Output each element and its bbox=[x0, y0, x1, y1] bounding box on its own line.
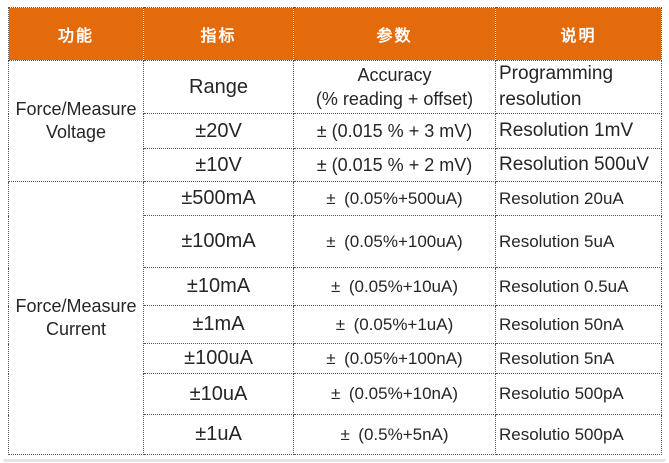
cell-param: ± (0.5%+5nA) bbox=[293, 414, 496, 455]
cell-range-header: Range bbox=[143, 60, 294, 114]
table-row: Force/Measure Voltage Range Accuracy (% … bbox=[8, 60, 662, 182]
cell-param: ± (0.015 % + 2 mV) bbox=[293, 148, 496, 182]
cell-desc: Resolution 50nA bbox=[495, 305, 662, 344]
table-row: ±10mA ± (0.05%+10uA) Resolution 0.5uA bbox=[9, 267, 662, 306]
header-cell-spec: 指标 bbox=[143, 7, 294, 61]
cell-accuracy-header: Accuracy (% reading + offset) bbox=[293, 60, 496, 114]
cell-spec: ±20V bbox=[143, 113, 294, 149]
cell-param: ± (0.05%+100nA) bbox=[293, 343, 496, 374]
header-cell-parameter: 参数 bbox=[293, 7, 496, 61]
cell-spec: ±1uA bbox=[143, 414, 294, 455]
cell-programming-resolution: Programming resolution bbox=[495, 60, 662, 114]
cell-spec: ±10mA bbox=[143, 267, 294, 306]
cell-spec: ±10V bbox=[143, 148, 294, 182]
table-header-row: 功能 指标 参数 说明 bbox=[8, 7, 662, 61]
table-row: ±10uA ± (0.05%+10nA) Resolutio 500pA bbox=[9, 373, 662, 415]
param-line: Accuracy bbox=[357, 65, 432, 85]
table-row: ±20V ± (0.015 % + 3 mV) Resolution 1mV bbox=[9, 113, 662, 149]
cell-spec: ±100mA bbox=[143, 215, 294, 268]
spec-table: 功能 指标 参数 说明 Force/Measure Voltage Range … bbox=[8, 7, 662, 455]
table-row: ±1uA ± (0.5%+5nA) Resolutio 500pA bbox=[9, 414, 662, 455]
cell-spec: ±500mA bbox=[143, 181, 294, 216]
table-row: Force/Measure Current ±500mA ± (0.05%+50… bbox=[8, 181, 662, 455]
cell-desc: Resolution 20uA bbox=[495, 181, 662, 216]
card-bottom-shadow bbox=[3, 459, 666, 462]
table-row: ±1mA ± (0.05%+1uA) Resolution 50nA bbox=[9, 305, 662, 344]
cell-param: ± (0.05%+100uA) bbox=[293, 215, 496, 268]
table-row: ±100uA ± (0.05%+100nA) Resolution 5nA bbox=[9, 343, 662, 374]
header-cell-function: 功能 bbox=[8, 7, 144, 61]
cell-spec: ±10uA bbox=[143, 373, 294, 415]
group-label-line: Force/Measure bbox=[15, 296, 137, 316]
param-line: (% reading + offset) bbox=[315, 89, 474, 109]
table-row: ±100mA ± (0.05%+100uA) Resolution 5uA bbox=[9, 215, 662, 268]
group-label-line: Force/Measure bbox=[15, 99, 137, 119]
desc-line: resolution bbox=[499, 89, 582, 110]
cell-param: ± (0.05%+1uA) bbox=[293, 305, 496, 344]
cell-desc: Resolution 0.5uA bbox=[495, 267, 662, 306]
cell-spec: ±100uA bbox=[143, 343, 294, 374]
cell-param: ± (0.05%+500uA) bbox=[293, 181, 496, 216]
cell-desc: Resolution 5uA bbox=[495, 215, 662, 268]
header-cell-description: 说明 bbox=[495, 7, 662, 61]
cell-spec: ±1mA bbox=[143, 305, 294, 344]
cell-desc: Resolution 1mV bbox=[495, 113, 662, 149]
cell-param: ± (0.05%+10nA) bbox=[293, 373, 496, 415]
group-label-line: Current bbox=[45, 319, 107, 339]
cell-param: ± (0.05%+10uA) bbox=[293, 267, 496, 306]
group-label-voltage: Force/Measure Voltage bbox=[8, 60, 144, 182]
group-label-current: Force/Measure Current bbox=[8, 181, 144, 455]
cell-param: ± (0.015 % + 3 mV) bbox=[293, 113, 496, 149]
cell-desc: Resolution 5nA bbox=[495, 343, 662, 374]
cell-desc: Resolution 500uV bbox=[495, 148, 662, 182]
table-row: ±10V ± (0.015 % + 2 mV) Resolution 500uV bbox=[9, 148, 662, 182]
desc-line: Programming bbox=[499, 63, 614, 84]
cell-desc: Resolutio 500pA bbox=[495, 373, 662, 415]
cell-desc: Resolutio 500pA bbox=[495, 414, 662, 455]
group-label-line: Voltage bbox=[45, 122, 107, 142]
